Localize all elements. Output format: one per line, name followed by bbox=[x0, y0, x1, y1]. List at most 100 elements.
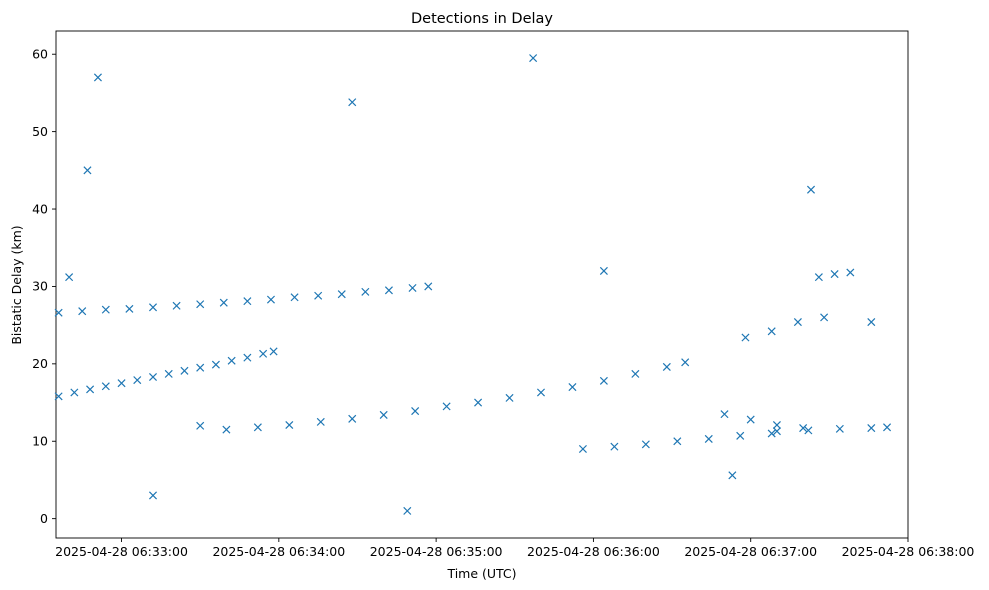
data-point bbox=[799, 424, 808, 433]
data-point bbox=[86, 385, 95, 394]
data-point bbox=[164, 369, 173, 378]
data-point bbox=[211, 360, 220, 369]
data-point bbox=[196, 300, 205, 309]
plot-frame bbox=[55, 30, 909, 539]
data-point bbox=[610, 442, 619, 451]
data-point bbox=[883, 423, 892, 432]
y-axis-label: Bistatic Delay (km) bbox=[9, 225, 24, 344]
data-point bbox=[54, 392, 63, 401]
data-point bbox=[867, 424, 876, 433]
data-point bbox=[767, 429, 776, 438]
data-point bbox=[101, 382, 110, 391]
data-point bbox=[772, 420, 781, 430]
data-point bbox=[285, 420, 294, 430]
data-point bbox=[424, 282, 433, 291]
data-point bbox=[316, 417, 325, 426]
x-axis: 2025-04-28 06:33:00 2025-04-28 06:34:00 20… bbox=[55, 538, 974, 559]
data-point bbox=[243, 353, 252, 362]
data-point bbox=[180, 366, 189, 375]
data-point bbox=[83, 166, 92, 175]
data-point bbox=[196, 363, 205, 372]
data-point bbox=[846, 268, 855, 277]
plot-area bbox=[54, 30, 909, 539]
data-point bbox=[222, 425, 231, 434]
data-point bbox=[117, 379, 126, 388]
y-tick-label: 10 bbox=[32, 434, 48, 449]
chart-title: Detections in Delay bbox=[411, 11, 553, 27]
data-point bbox=[314, 291, 323, 300]
data-point bbox=[348, 414, 357, 423]
y-tick-label: 40 bbox=[32, 201, 48, 216]
data-point bbox=[125, 304, 134, 313]
data-point bbox=[728, 471, 737, 480]
data-point bbox=[219, 298, 228, 307]
data-point bbox=[403, 506, 412, 515]
data-point bbox=[772, 427, 781, 436]
data-point bbox=[442, 402, 451, 411]
data-point bbox=[505, 393, 514, 402]
y-tick-label: 50 bbox=[32, 124, 48, 139]
y-tick-label: 30 bbox=[32, 279, 48, 294]
data-point bbox=[867, 318, 876, 327]
data-point bbox=[736, 431, 745, 440]
data-point bbox=[243, 297, 252, 306]
data-point bbox=[148, 491, 158, 500]
data-point bbox=[599, 266, 608, 275]
x-tick-label: 2025-04-28 06:34:00 bbox=[212, 544, 345, 559]
data-point bbox=[337, 290, 346, 299]
data-point bbox=[578, 444, 587, 454]
data-point bbox=[704, 434, 713, 443]
data-point bbox=[148, 303, 158, 312]
data-point bbox=[830, 270, 839, 279]
data-point bbox=[408, 283, 417, 293]
data-point bbox=[196, 421, 205, 430]
data-point bbox=[673, 437, 682, 446]
x-tick-label: 2025-04-28 06:33:00 bbox=[55, 544, 188, 559]
data-point bbox=[348, 98, 357, 107]
data-point bbox=[411, 407, 420, 416]
x-tick-label: 2025-04-28 06:37:00 bbox=[684, 544, 817, 559]
x-axis-label: Time (UTC) bbox=[446, 566, 516, 581]
data-point bbox=[266, 295, 275, 304]
data-point bbox=[681, 358, 690, 367]
data-point bbox=[793, 318, 802, 327]
data-point bbox=[93, 73, 102, 82]
data-point bbox=[474, 398, 483, 407]
data-point bbox=[806, 185, 816, 194]
x-tick-label: 2025-04-28 06:36:00 bbox=[527, 544, 660, 559]
data-point bbox=[253, 423, 262, 432]
y-tick-label: 0 bbox=[40, 511, 48, 526]
y-axis: 0 10 20 30 40 50 60 bbox=[32, 47, 56, 526]
data-point bbox=[101, 305, 110, 314]
data-point bbox=[259, 349, 268, 358]
data-point bbox=[767, 327, 776, 336]
scatter-points bbox=[54, 54, 892, 515]
x-tick-label: 2025-04-28 06:38:00 bbox=[842, 544, 975, 559]
data-point bbox=[804, 426, 813, 435]
data-point bbox=[536, 388, 546, 397]
y-tick-label: 20 bbox=[32, 356, 48, 371]
data-point bbox=[227, 356, 236, 365]
data-point bbox=[172, 301, 181, 310]
data-point bbox=[361, 287, 370, 296]
data-point bbox=[54, 308, 63, 317]
data-point bbox=[379, 410, 388, 419]
data-point bbox=[65, 273, 74, 282]
data-point bbox=[631, 369, 640, 378]
data-point bbox=[529, 54, 538, 63]
x-tick-label: 2025-04-28 06:35:00 bbox=[370, 544, 503, 559]
data-point bbox=[746, 415, 755, 424]
data-point bbox=[820, 313, 829, 322]
data-point bbox=[741, 333, 750, 342]
data-point bbox=[70, 388, 79, 397]
data-point bbox=[568, 383, 577, 392]
data-point bbox=[133, 376, 142, 385]
data-point bbox=[835, 424, 844, 433]
data-point bbox=[290, 293, 299, 302]
data-point bbox=[148, 372, 158, 382]
data-point bbox=[662, 362, 671, 371]
data-point bbox=[814, 273, 823, 282]
data-point bbox=[599, 376, 608, 385]
data-point bbox=[384, 286, 393, 295]
